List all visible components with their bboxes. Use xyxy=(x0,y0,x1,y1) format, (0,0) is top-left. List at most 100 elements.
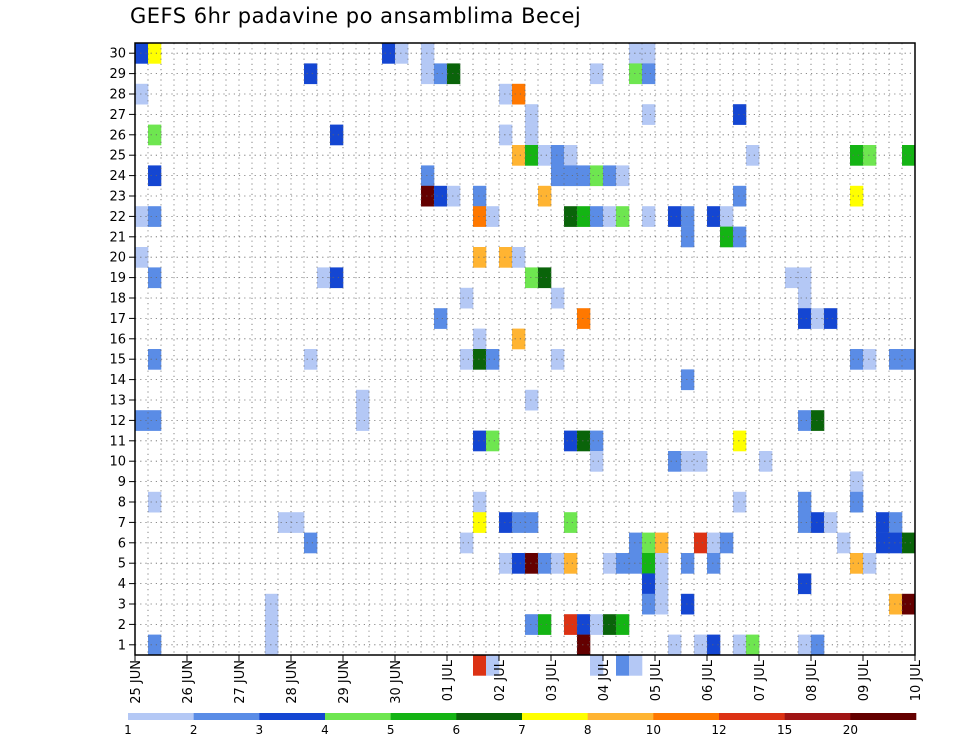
heatmap-cell xyxy=(590,614,604,635)
colorbar-label: 10 xyxy=(646,723,661,737)
x-tick-label: 30 JUN xyxy=(389,660,404,704)
heatmap-cell xyxy=(512,247,526,268)
heatmap-cell xyxy=(694,634,708,656)
heatmap-cell xyxy=(551,165,565,187)
colorbar-label: 4 xyxy=(321,723,329,737)
heatmap-cell xyxy=(629,532,643,554)
y-tick-label: 24 xyxy=(109,169,126,184)
heatmap-cell xyxy=(863,145,877,166)
heatmap-cell xyxy=(395,43,409,64)
heatmap-cell xyxy=(616,206,630,227)
heatmap-cell xyxy=(434,185,448,207)
colorbar-label: 5 xyxy=(387,723,395,737)
heatmap-cell xyxy=(629,43,643,64)
heatmap-cell xyxy=(148,43,162,64)
y-tick-label: 13 xyxy=(109,394,126,409)
heatmap-cell xyxy=(811,634,825,656)
heatmap-cell xyxy=(551,287,565,309)
heatmap-cell xyxy=(746,634,760,656)
y-tick-label: 18 xyxy=(109,292,126,307)
x-tick-label: 05 JUL xyxy=(649,659,664,701)
heatmap-cell xyxy=(460,532,474,554)
y-tick-label: 11 xyxy=(109,434,126,449)
heatmap-cell xyxy=(330,124,344,146)
heatmap-cell xyxy=(265,634,279,656)
x-tick-label: 26 JUN xyxy=(181,660,196,704)
heatmap-cell xyxy=(564,430,578,452)
heatmap-cell xyxy=(421,185,435,207)
y-tick-label: 15 xyxy=(109,353,126,368)
heatmap-cell xyxy=(850,185,864,207)
colorbar-label: 15 xyxy=(777,723,792,737)
heatmap-cell xyxy=(590,655,604,676)
colorbar-segment xyxy=(128,713,194,720)
heatmap-cell xyxy=(148,267,162,289)
y-tick-label: 8 xyxy=(118,496,126,511)
colorbar-segment xyxy=(325,713,391,720)
heatmap-cell xyxy=(720,206,734,227)
heatmap-cell xyxy=(473,328,487,350)
heatmap-cell xyxy=(681,206,695,227)
colorbar-segment xyxy=(193,713,260,720)
heatmap-cell xyxy=(707,553,721,574)
heatmap-cell xyxy=(616,165,630,187)
heatmap-cell xyxy=(148,491,162,513)
y-tick-label: 12 xyxy=(109,414,126,429)
heatmap-cell xyxy=(798,573,812,595)
heatmap-cell xyxy=(798,491,812,513)
heatmap-cell xyxy=(629,63,643,85)
heatmap-cell xyxy=(850,553,864,574)
x-tick-label: 07 JUL xyxy=(753,659,768,701)
heatmap-cell xyxy=(811,512,825,533)
heatmap-cell xyxy=(811,410,825,431)
heatmap-cell xyxy=(590,451,604,472)
heatmap-cell xyxy=(525,512,539,533)
heatmap-cell xyxy=(564,614,578,635)
heatmap-cell xyxy=(447,63,461,85)
heatmap-cell xyxy=(603,165,617,187)
heatmap-cell xyxy=(551,145,565,166)
heatmap-cell xyxy=(265,593,279,615)
heatmap-cell xyxy=(694,451,708,472)
heatmap-cell xyxy=(590,206,604,227)
chart-title: GEFS 6hr padavine po ansamblima Becej xyxy=(130,4,582,28)
heatmap-cell xyxy=(473,430,487,452)
x-tick-label: 01 JUL xyxy=(441,659,456,701)
heatmap-cell xyxy=(720,532,734,554)
heatmap-cell xyxy=(564,165,578,187)
heatmap-cell xyxy=(733,185,747,207)
heatmap-cell xyxy=(525,614,539,635)
heatmap-cell xyxy=(668,206,682,227)
heatmap-cell xyxy=(538,185,552,207)
heatmap-cell xyxy=(837,532,851,554)
heatmap-cell xyxy=(850,145,864,166)
colorbar-legend: 1 2 3 4 5 6 7 8 10 12 15 20 xyxy=(124,713,917,737)
heatmap-cell xyxy=(889,593,903,615)
heatmap-cell xyxy=(421,165,435,187)
heatmap-cell xyxy=(785,267,799,289)
heatmap-cell xyxy=(525,104,539,125)
heatmap-cell xyxy=(642,43,656,64)
plot-frame xyxy=(134,42,916,656)
y-tick-label: 6 xyxy=(118,536,126,551)
colorbar-label: 8 xyxy=(584,723,592,737)
y-tick-label: 14 xyxy=(109,373,126,388)
heatmap-cell xyxy=(616,614,630,635)
heatmap-cell xyxy=(889,349,903,370)
y-tick-label: 21 xyxy=(109,230,126,245)
x-tick-label: 25 JUN xyxy=(129,660,144,704)
heatmap-cell xyxy=(850,491,864,513)
heatmap-cell xyxy=(135,247,149,268)
colorbar-segment xyxy=(390,713,457,720)
heatmap-cell xyxy=(512,512,526,533)
heatmap-cell xyxy=(902,349,916,370)
heatmap-cell xyxy=(278,512,292,533)
heatmap-cell xyxy=(590,63,604,85)
heatmap-cell xyxy=(889,512,903,533)
heatmap-cell xyxy=(460,287,474,309)
heatmap-cell xyxy=(681,451,695,472)
colorbar-segment xyxy=(522,713,588,720)
heatmap-cell xyxy=(902,593,916,615)
colorbar-label: 2 xyxy=(190,723,198,737)
heatmap-cell xyxy=(473,512,487,533)
